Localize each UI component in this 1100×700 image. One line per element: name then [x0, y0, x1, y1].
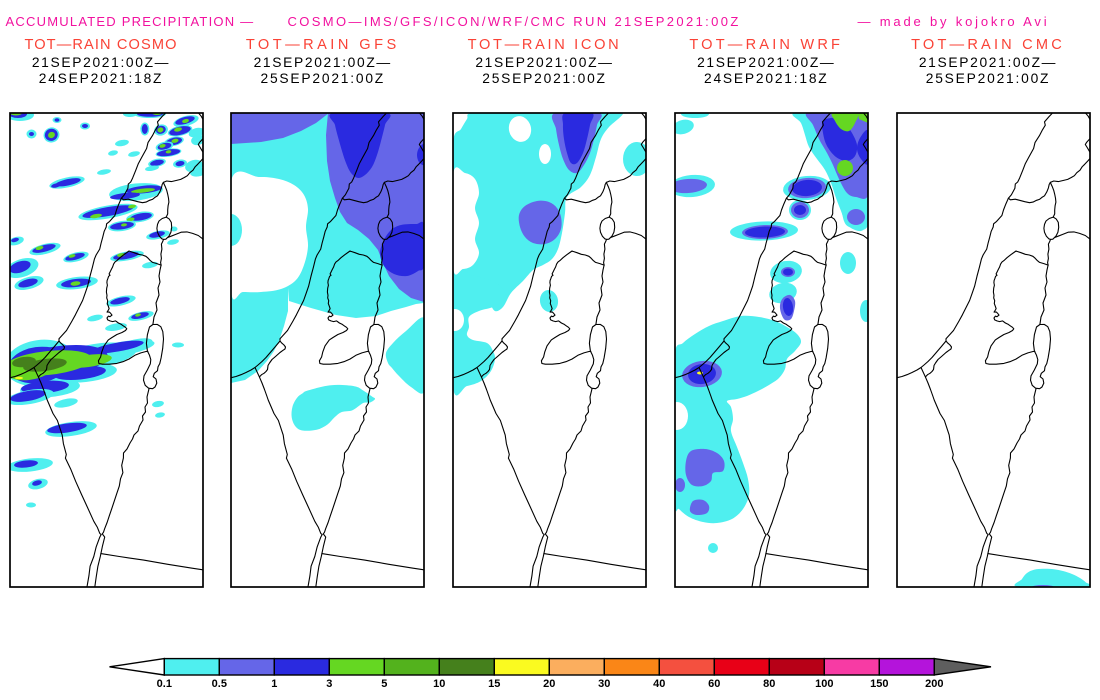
svg-text:30: 30: [598, 678, 610, 690]
svg-text:5: 5: [381, 678, 387, 690]
svg-text:1: 1: [271, 678, 277, 690]
svg-text:10: 10: [433, 678, 445, 690]
svg-text:200: 200: [925, 678, 943, 690]
svg-text:0.5: 0.5: [212, 678, 227, 690]
svg-text:80: 80: [763, 678, 775, 690]
svg-text:150: 150: [870, 678, 888, 690]
svg-text:0.1: 0.1: [157, 678, 172, 690]
svg-text:20: 20: [543, 678, 555, 690]
svg-text:60: 60: [708, 678, 720, 690]
svg-text:40: 40: [653, 678, 665, 690]
svg-text:100: 100: [815, 678, 833, 690]
svg-text:15: 15: [488, 678, 500, 690]
svg-text:3: 3: [326, 678, 332, 690]
